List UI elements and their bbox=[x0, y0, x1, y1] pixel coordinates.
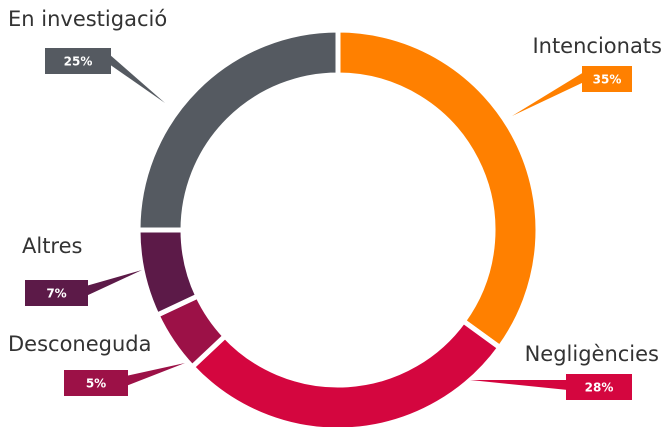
callout-box bbox=[582, 66, 632, 92]
value-label: 5% bbox=[86, 377, 106, 391]
category-label: En investigació bbox=[8, 7, 167, 31]
category-label: Negligències bbox=[525, 342, 659, 366]
category-label: Desconeguda bbox=[8, 332, 152, 356]
callout-box bbox=[25, 280, 88, 306]
category-label: Altres bbox=[22, 234, 82, 258]
callout-pointer bbox=[109, 54, 165, 103]
category-label: Intencionats bbox=[532, 34, 662, 58]
donut-slice bbox=[188, 317, 504, 427]
donut-slice bbox=[135, 27, 341, 233]
callout-box bbox=[566, 374, 632, 400]
donut-slice bbox=[135, 227, 202, 319]
value-label: 7% bbox=[46, 287, 66, 301]
callout-pointer bbox=[470, 380, 568, 390]
callout-pointer bbox=[86, 270, 142, 296]
callout-pointer bbox=[126, 363, 185, 386]
value-label: 25% bbox=[64, 55, 93, 69]
value-label: 28% bbox=[585, 381, 614, 395]
value-label: 35% bbox=[593, 73, 622, 87]
callout-pointer bbox=[512, 72, 584, 116]
donut-slice bbox=[335, 27, 541, 352]
callout-box bbox=[45, 48, 111, 74]
callout-box bbox=[64, 370, 128, 396]
